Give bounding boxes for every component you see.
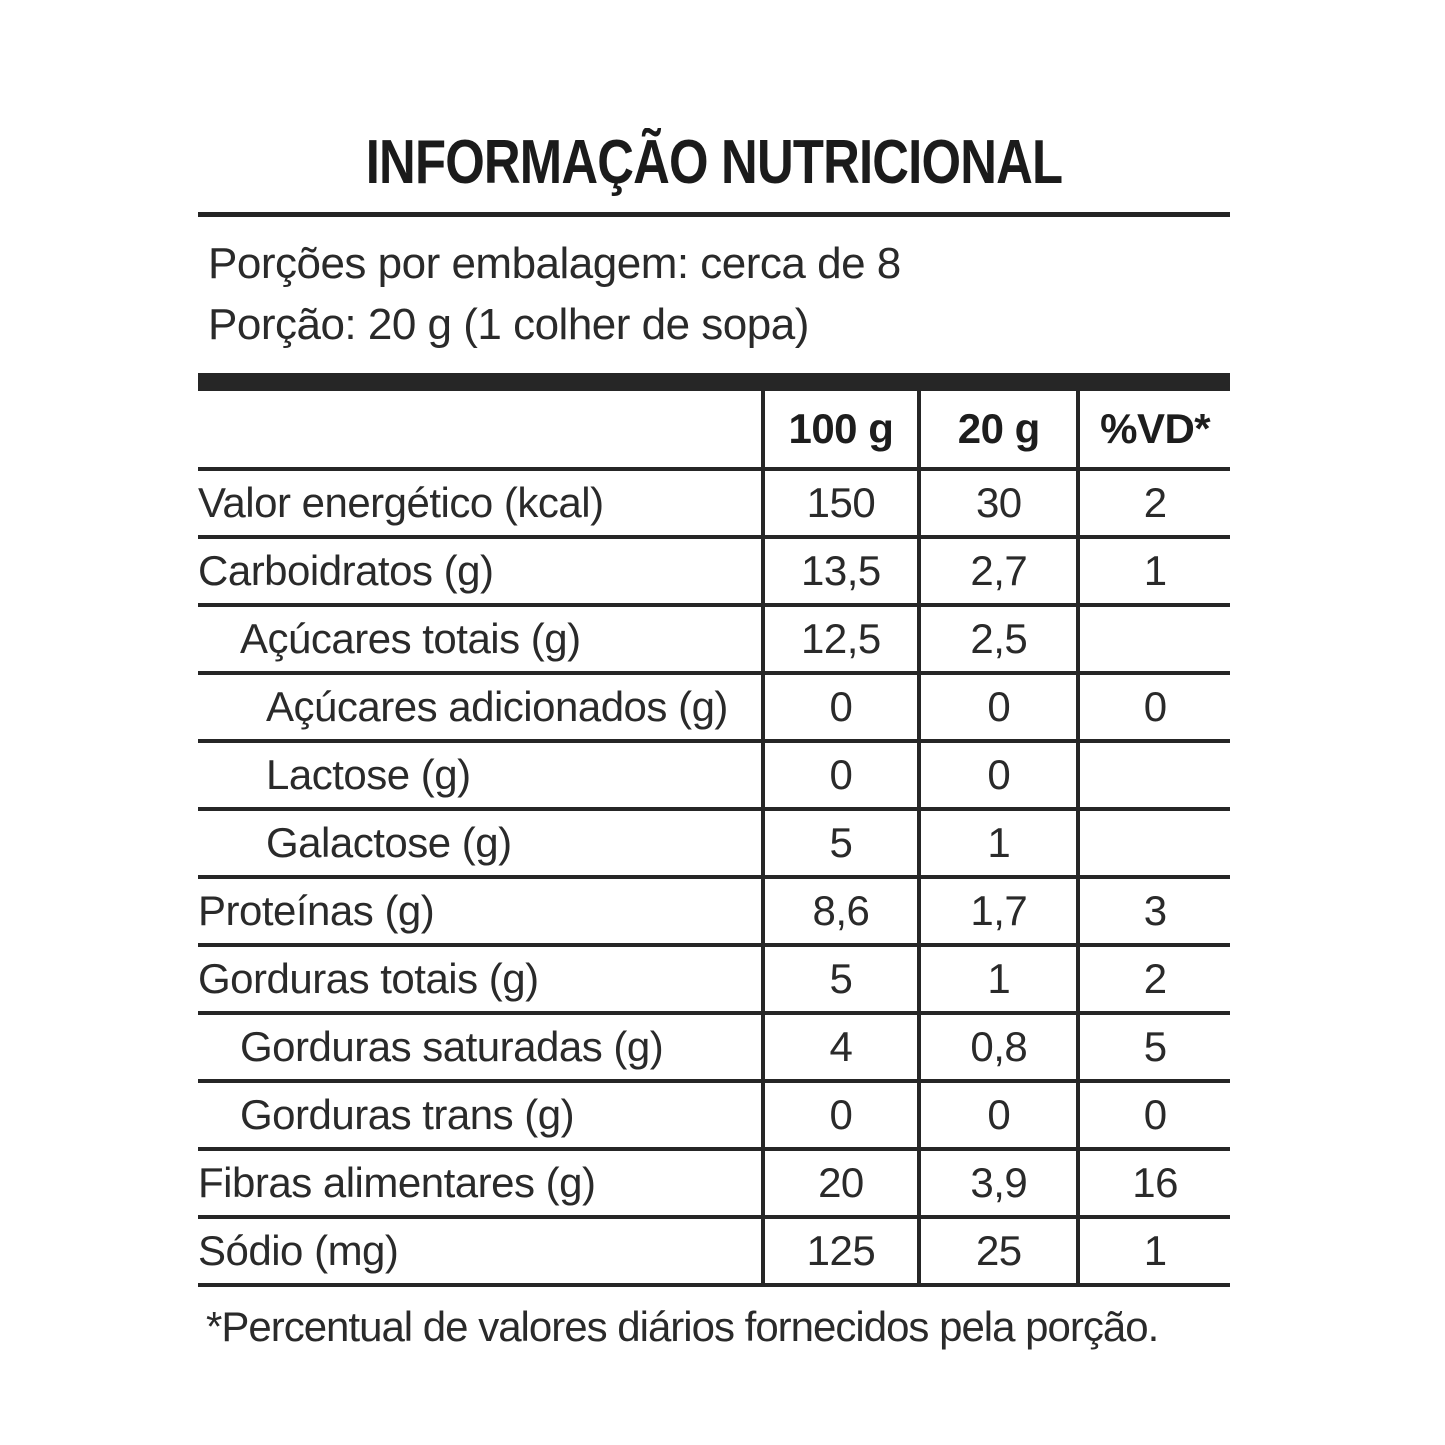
value-100g: 5	[760, 809, 920, 879]
header-20g: 20 g	[917, 391, 1079, 471]
serving-info: Porções por embalagem: cerca de 8 Porção…	[198, 217, 1230, 369]
row-label: Gorduras trans (g)	[198, 1081, 763, 1151]
value-20g: 1	[917, 809, 1079, 879]
nutrition-table: 100 g 20 g %VD* Valor energético (kcal) …	[198, 391, 1230, 1287]
value-20g: 0	[917, 673, 1079, 743]
value-20g: 0	[917, 1081, 1079, 1151]
title-divider	[198, 212, 1230, 217]
row-label: Gorduras saturadas (g)	[198, 1013, 763, 1083]
table-row: Sódio (mg) 125 25 1	[198, 1217, 1230, 1287]
nutrition-label: INFORMAÇÃO NUTRICIONAL Porções por embal…	[198, 128, 1230, 1351]
value-100g: 0	[760, 1081, 920, 1151]
table-row: Galactose (g) 5 1	[198, 809, 1230, 879]
value-100g: 4	[760, 1013, 920, 1083]
row-label: Açúcares adicionados (g)	[198, 673, 763, 743]
value-vd: 3	[1076, 877, 1230, 947]
header-vd: %VD*	[1076, 391, 1230, 471]
table-row: Carboidratos (g) 13,5 2,7 1	[198, 537, 1230, 607]
value-vd: 2	[1076, 469, 1230, 539]
row-label: Proteínas (g)	[198, 877, 763, 947]
row-label: Valor energético (kcal)	[198, 469, 763, 539]
value-vd: 1	[1076, 1217, 1230, 1287]
value-vd: 1	[1076, 537, 1230, 607]
daily-values-footnote: *Percentual de valores diários fornecido…	[206, 1303, 1159, 1350]
value-100g: 150	[760, 469, 920, 539]
table-row: Açúcares totais (g) 12,5 2,5	[198, 605, 1230, 675]
value-20g: 30	[917, 469, 1079, 539]
value-20g: 1,7	[917, 877, 1079, 947]
value-vd: 16	[1076, 1149, 1230, 1219]
table-row: Lactose (g) 0 0	[198, 741, 1230, 811]
table-row: Proteínas (g) 8,6 1,7 3	[198, 877, 1230, 947]
value-vd: 5	[1076, 1013, 1230, 1083]
value-100g: 0	[760, 673, 920, 743]
value-20g: 2,7	[917, 537, 1079, 607]
value-20g: 2,5	[917, 605, 1079, 675]
table-header-row: 100 g 20 g %VD*	[198, 391, 1230, 471]
portions-per-package-text: Porções por embalagem: cerca de 8	[208, 239, 901, 288]
row-label: Fibras alimentares (g)	[198, 1149, 763, 1219]
table-row: Açúcares adicionados (g) 0 0 0	[198, 673, 1230, 743]
value-vd	[1076, 605, 1230, 675]
table-row: Gorduras totais (g) 5 1 2	[198, 945, 1230, 1015]
value-100g: 20	[760, 1149, 920, 1219]
value-vd: 0	[1076, 673, 1230, 743]
row-label: Galactose (g)	[198, 809, 763, 879]
row-label: Gorduras totais (g)	[198, 945, 763, 1015]
value-20g: 0	[917, 741, 1079, 811]
row-label: Açúcares totais (g)	[198, 605, 763, 675]
value-vd: 0	[1076, 1081, 1230, 1151]
row-label: Sódio (mg)	[198, 1217, 763, 1287]
value-100g: 5	[760, 945, 920, 1015]
page-title: INFORMAÇÃO NUTRICIONAL	[365, 128, 1063, 197]
header-empty-cell	[198, 391, 763, 471]
value-vd	[1076, 809, 1230, 879]
value-20g: 0,8	[917, 1013, 1079, 1083]
value-20g: 1	[917, 945, 1079, 1015]
value-20g: 3,9	[917, 1149, 1079, 1219]
value-vd	[1076, 741, 1230, 811]
table-row: Gorduras saturadas (g) 4 0,8 5	[198, 1013, 1230, 1083]
table-top-bar	[198, 373, 1230, 391]
value-100g: 0	[760, 741, 920, 811]
value-100g: 125	[760, 1217, 920, 1287]
value-100g: 8,6	[760, 877, 920, 947]
row-label: Carboidratos (g)	[198, 537, 763, 607]
value-vd: 2	[1076, 945, 1230, 1015]
table-row: Fibras alimentares (g) 20 3,9 16	[198, 1149, 1230, 1219]
row-label: Lactose (g)	[198, 741, 763, 811]
value-100g: 12,5	[760, 605, 920, 675]
value-100g: 13,5	[760, 537, 920, 607]
value-20g: 25	[917, 1217, 1079, 1287]
header-100g: 100 g	[760, 391, 920, 471]
table-row: Valor energético (kcal) 150 30 2	[198, 469, 1230, 539]
table-row: Gorduras trans (g) 0 0 0	[198, 1081, 1230, 1151]
portion-size-text: Porção: 20 g (1 colher de sopa)	[208, 300, 809, 349]
